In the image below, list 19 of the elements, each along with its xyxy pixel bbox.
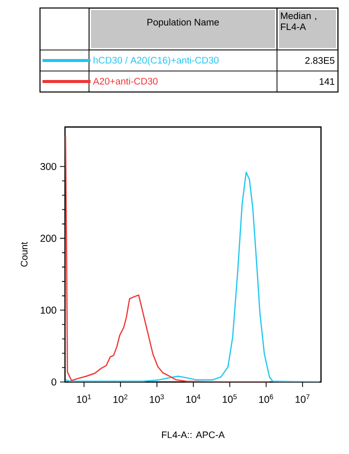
y-tick-label: 200 bbox=[40, 234, 56, 242]
x-axis-title: FL4-A:: APC-A bbox=[162, 431, 225, 438]
x-tick-label: 10$^{6}$ bbox=[259, 394, 274, 403]
x-tick-label: 10$^{7}$ bbox=[296, 394, 310, 403]
text: Median , FL4-A bbox=[280, 12, 316, 30]
y-axis-title: Count bbox=[20, 242, 28, 267]
text: A20+anti-CD30 bbox=[93, 78, 158, 85]
text: 141 bbox=[320, 78, 334, 85]
x-tick-label: 10$^{2}$ bbox=[114, 394, 128, 403]
text: 2.83E5 bbox=[305, 57, 334, 64]
legend-title: Population Name bbox=[147, 18, 219, 28]
y-tick-label: 300 bbox=[40, 162, 56, 170]
text: hCD30 / A20(C16)+anti-CD30 bbox=[94, 56, 219, 66]
x-tick-label: 10$^{3}$ bbox=[150, 394, 164, 403]
x-tick-label: 10$^{4}$ bbox=[186, 394, 200, 403]
x-tick-label: 10$^{5}$ bbox=[222, 394, 237, 403]
y-tick-label: 0 bbox=[52, 378, 56, 386]
x-tick-label: 10$^{1}$ bbox=[77, 394, 91, 403]
y-tick-label: 100 bbox=[40, 306, 56, 314]
